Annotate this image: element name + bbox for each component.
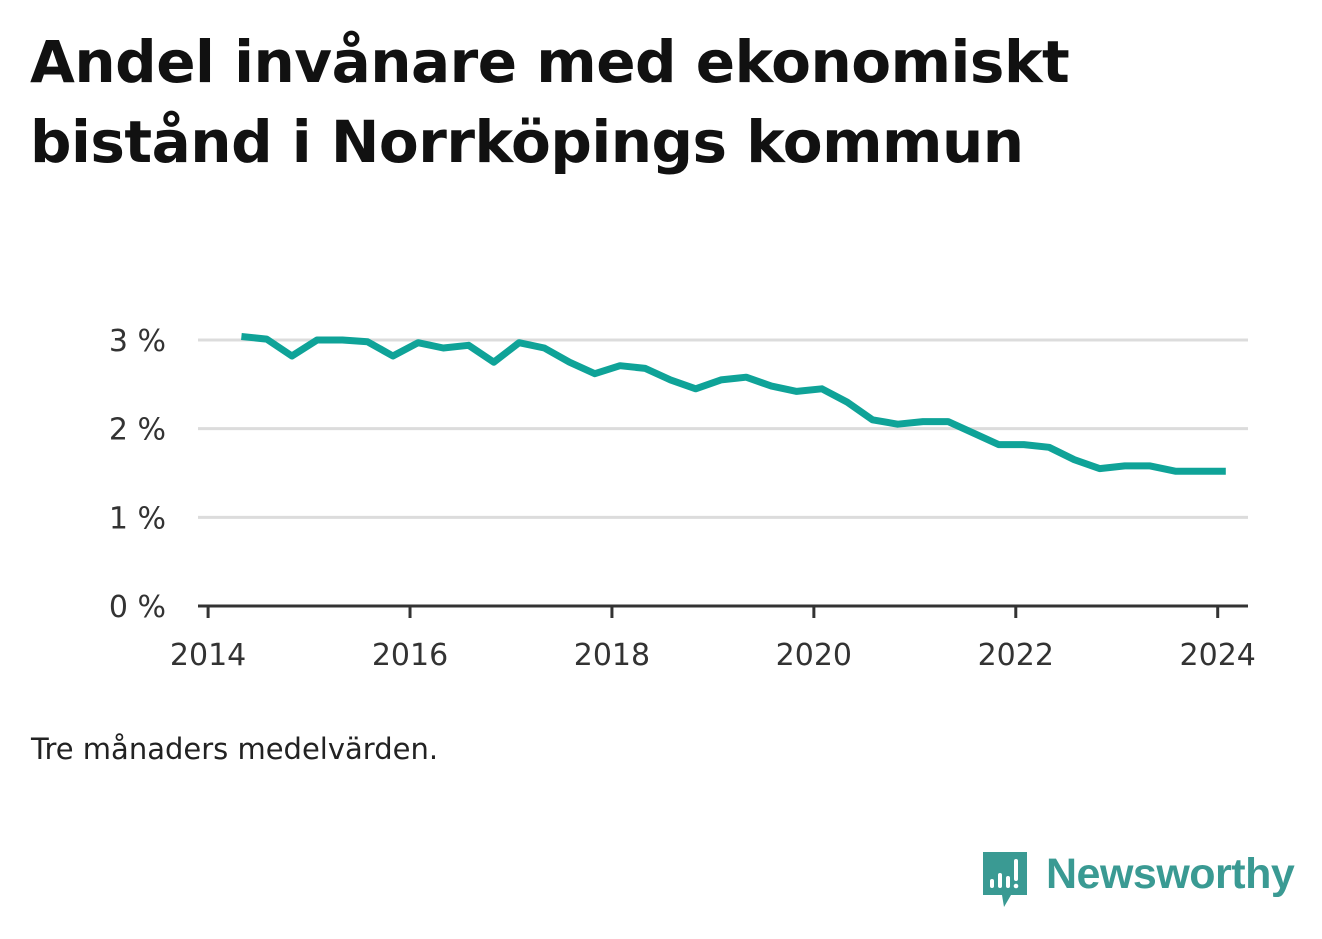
brand-logo: Newsworthy	[980, 848, 1295, 912]
line-chart: 0 % 1 % 2 % 3 % 2014 2016 2018 2020 2022 2024	[109, 324, 1256, 673]
data-point	[642, 365, 649, 372]
data-point	[717, 376, 724, 383]
y-tick-label: 1 %	[109, 501, 166, 536]
x-tick-label: 2018	[574, 638, 650, 673]
x-tick-label: 2020	[776, 638, 852, 673]
data-point	[1046, 444, 1053, 451]
data-point	[617, 362, 624, 369]
data-point	[516, 339, 523, 346]
data-point	[465, 342, 472, 349]
gridlines	[198, 338, 1248, 519]
chart-title: Andel invånare med ekonomiskt bistånd i …	[30, 28, 1070, 176]
data-point	[566, 359, 573, 366]
data-point	[490, 359, 497, 366]
data-point	[869, 416, 876, 423]
data-point	[288, 352, 295, 359]
data-point	[1020, 441, 1027, 448]
data-point	[263, 336, 270, 343]
axes: 0 % 1 % 2 % 3 % 2014 2016 2018 2020 2022 2024	[109, 324, 1256, 673]
data-point	[970, 430, 977, 437]
data-point	[667, 376, 674, 383]
data-point	[768, 383, 775, 390]
newsworthy-logo-icon	[983, 852, 1027, 907]
x-tick-label: 2024	[1180, 638, 1256, 673]
data-point	[1121, 462, 1128, 469]
y-tick-label: 3 %	[109, 324, 166, 359]
data-point	[844, 399, 851, 406]
data-point	[389, 352, 396, 359]
x-tick-label: 2016	[372, 638, 448, 673]
data-point	[591, 370, 598, 377]
data-point	[894, 421, 901, 428]
data-point	[440, 344, 447, 351]
data-point	[238, 333, 245, 340]
data-point	[793, 388, 800, 395]
series-layer	[238, 333, 1229, 475]
data-point	[945, 418, 952, 425]
data-point	[364, 338, 371, 345]
data-point	[995, 441, 1002, 448]
data-point	[1096, 465, 1103, 472]
data-point	[415, 339, 422, 346]
data-point	[818, 385, 825, 392]
data-point	[1197, 468, 1204, 475]
chart-note: Tre månaders medelvärden.	[31, 732, 439, 766]
data-point	[919, 418, 926, 425]
x-tick-label: 2022	[978, 638, 1054, 673]
data-point	[541, 344, 548, 351]
data-point	[1071, 456, 1078, 463]
x-tick-label: 2014	[170, 638, 246, 673]
data-point	[692, 385, 699, 392]
brand-name: Newsworthy	[1046, 849, 1295, 898]
data-point	[1222, 468, 1229, 475]
data-point	[314, 337, 321, 344]
data-point	[339, 337, 346, 344]
y-tick-label: 0 %	[109, 590, 166, 625]
data-point	[743, 374, 750, 381]
data-point	[1147, 462, 1154, 469]
y-tick-label: 2 %	[109, 413, 166, 448]
series-line	[241, 333, 1226, 475]
data-point	[1172, 468, 1179, 475]
